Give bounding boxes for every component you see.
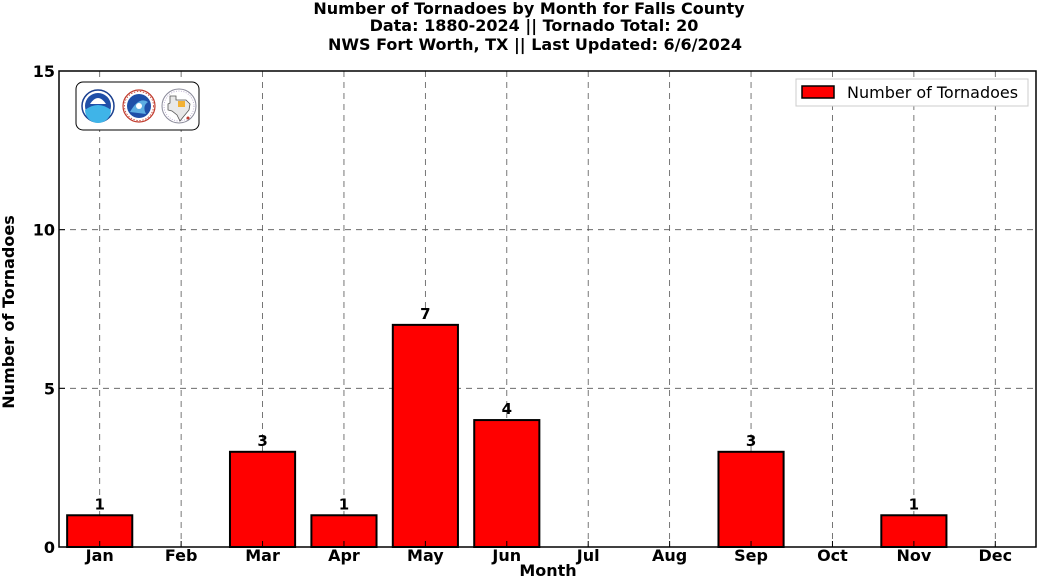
x-tick-label-jul: Jul — [576, 546, 600, 565]
bar-sep — [717, 450, 785, 548]
x-tick-label-oct: Oct — [817, 546, 848, 565]
bar-labels-group: 1 3 1 7 4 3 1 — [94, 305, 919, 513]
legend-swatch — [801, 85, 835, 99]
bar-mar — [228, 450, 297, 548]
bar-value-label-jun: 4 — [502, 400, 512, 418]
x-tick-label-dec: Dec — [978, 546, 1012, 565]
chart-subtitle-data: Data: 1880-2024 || Tornado Total: 20 — [370, 16, 699, 36]
x-tick-label-jan: Jan — [85, 546, 114, 565]
x-tick-label-mar: Mar — [245, 546, 280, 565]
x-tick-label-jun: Jun — [491, 546, 521, 565]
x-tick-label-may: May — [407, 546, 444, 565]
bar-value-label-jan: 1 — [94, 495, 104, 513]
legend: Number of Tornadoes — [795, 78, 1029, 107]
texas-map-logo — [161, 88, 197, 124]
x-tick-label-aug: Aug — [652, 546, 687, 565]
bar-may — [391, 323, 459, 548]
plot-area — [59, 71, 1036, 547]
bar-value-label-sep: 3 — [746, 432, 756, 450]
plot-frame — [58, 70, 1037, 548]
bar-jun — [473, 419, 541, 549]
legend-label: Number of Tornadoes — [847, 83, 1018, 102]
x-axis-label: Month — [519, 561, 576, 580]
x-tick-label-nov: Nov — [896, 546, 931, 565]
x-axis-ticks: Jan Feb Mar Apr May Jun Jul Aug Sep Oct Nov Dec — [85, 541, 1012, 565]
y-tick-label: 10 — [33, 221, 55, 240]
bar-value-label-mar: 3 — [257, 432, 267, 450]
y-axis-label: Number of Tornadoes — [0, 215, 18, 408]
logos-box — [75, 81, 200, 131]
bar-value-label-apr: 1 — [339, 495, 349, 513]
x-tick-label-feb: Feb — [165, 546, 198, 565]
y-axis-ticks: 0 5 10 15 — [33, 62, 65, 557]
y-tick-label: 15 — [33, 62, 55, 81]
y-tick-label: 0 — [44, 538, 55, 557]
x-tick-label-apr: Apr — [328, 546, 360, 565]
bar-value-label-nov: 1 — [909, 495, 919, 513]
y-tick-label: 5 — [44, 379, 55, 398]
national-weather-service-logo — [122, 89, 156, 123]
chart-title: Number of Tornadoes by Month for Falls C… — [313, 0, 745, 18]
x-tick-label-sep: Sep — [734, 546, 768, 565]
bar-value-label-may: 7 — [420, 305, 430, 323]
noaa-logo — [81, 89, 115, 123]
chart-subtitle-office: NWS Fort Worth, TX || Last Updated: 6/6/… — [328, 35, 742, 55]
